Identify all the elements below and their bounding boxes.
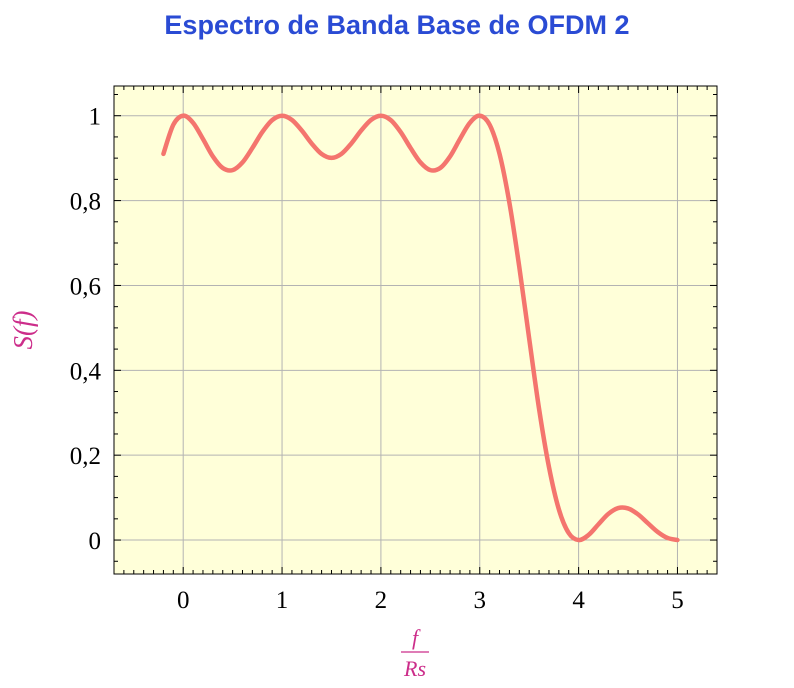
- y-tick-label: 0,2: [70, 443, 101, 470]
- y-tick-label: 0,6: [70, 273, 101, 300]
- plot-frame: [113, 85, 718, 575]
- x-tick-label: 5: [671, 587, 684, 614]
- x-tick-label: 2: [375, 587, 388, 614]
- y-tick-label: 0,8: [70, 189, 101, 216]
- chart-title: Espectro de Banda Base de OFDM 2: [164, 10, 629, 40]
- y-axis-label: S(f): [8, 310, 38, 349]
- plot-background: [114, 86, 717, 574]
- x-axis-label-denominator: Rs: [403, 656, 426, 681]
- y-tick-label: 1: [89, 104, 102, 131]
- y-tick-label: 0: [89, 528, 102, 555]
- y-tick-label: 0,4: [70, 358, 102, 385]
- tick-label-layer: 0 1 2 3 4 5 0 0,2 0,4 0,6 0,8 1: [70, 104, 684, 614]
- x-axis-label: f Rs: [401, 625, 429, 681]
- x-tick-label: 3: [474, 587, 487, 614]
- x-tick-label: 1: [276, 587, 289, 614]
- x-tick-label: 4: [572, 587, 585, 614]
- series-layer: [161, 113, 680, 543]
- grid-layer: [114, 86, 717, 574]
- tick-layer: [113, 86, 718, 574]
- x-tick-label: 0: [177, 587, 190, 614]
- spectrum-curve: [161, 113, 680, 543]
- x-axis-label-numerator: f: [412, 625, 421, 650]
